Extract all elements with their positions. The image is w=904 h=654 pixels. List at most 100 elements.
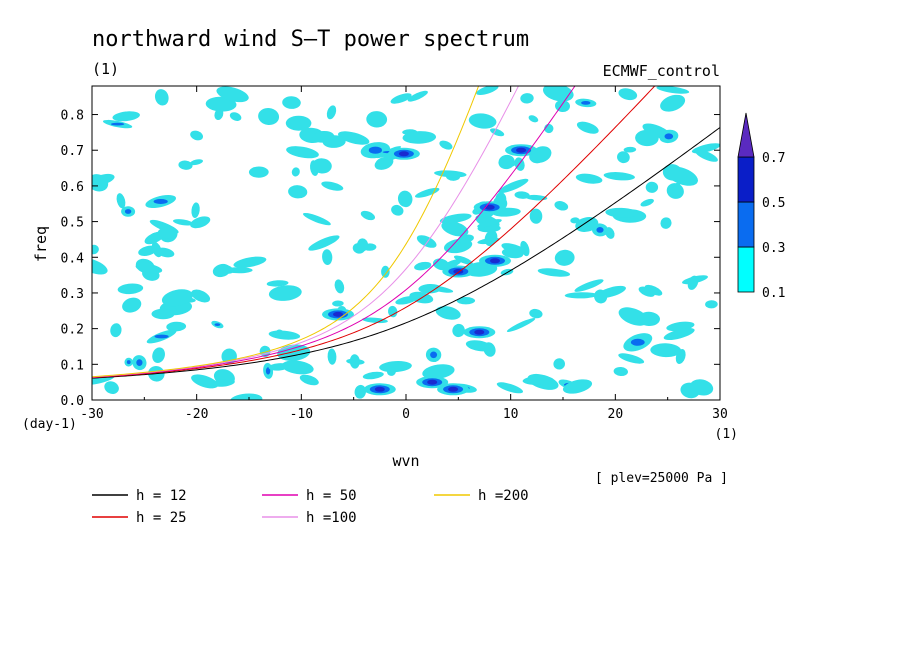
contour-patch xyxy=(117,283,144,295)
contour-patch xyxy=(327,348,337,365)
contour-patch xyxy=(326,105,337,120)
contour-patch xyxy=(477,237,500,245)
contour-patch xyxy=(434,170,467,178)
y-axis-label: freq xyxy=(32,226,50,262)
x-axis-label: wvn xyxy=(392,452,419,470)
legend-label: h = 12 xyxy=(136,488,187,504)
contour-patch xyxy=(575,217,599,232)
contour-patch xyxy=(490,258,500,264)
contour-patch xyxy=(166,321,187,332)
contour-patch xyxy=(322,249,333,265)
contour-patch xyxy=(281,360,314,375)
contour-patch xyxy=(672,182,682,198)
contour-patch xyxy=(374,386,385,392)
contour-patch xyxy=(635,129,659,147)
contour-patch xyxy=(190,216,211,229)
contour-patch xyxy=(603,172,635,181)
legend: h = 12 h = 25 h = 50 h =100 h =200 xyxy=(92,488,529,526)
x-tick-label: -10 xyxy=(290,407,313,422)
contour-patch xyxy=(110,122,125,126)
contour-patch xyxy=(229,112,242,121)
contour-patch xyxy=(402,131,437,144)
contour-patch xyxy=(439,213,472,224)
x-unit-label: (1) xyxy=(715,427,738,442)
colorbar-segment xyxy=(737,201,755,248)
contour-patch xyxy=(490,128,505,137)
contour-patch xyxy=(554,201,569,211)
contour-patch xyxy=(337,131,370,145)
contour-patch xyxy=(391,204,404,216)
contour-patch xyxy=(156,247,175,258)
contour-patch xyxy=(191,289,211,303)
contour-patch xyxy=(477,219,502,228)
contour-patch xyxy=(386,367,396,376)
contour-patch xyxy=(655,347,676,356)
y-tick-label: 0.0 xyxy=(61,394,84,409)
contour-patch xyxy=(705,300,718,309)
contour-patch xyxy=(514,191,530,199)
chart-title: northward wind S–T power spectrum xyxy=(92,27,529,52)
contour-patch xyxy=(366,111,388,128)
colorbar-segment xyxy=(737,246,755,293)
contour-patch xyxy=(214,323,221,326)
dispersion-curve xyxy=(92,86,576,378)
colorbar-arrow xyxy=(737,112,755,158)
contour-patch xyxy=(357,238,369,252)
contour-patch xyxy=(430,351,438,359)
contour-patch xyxy=(285,115,312,131)
y-tick-label: 0.7 xyxy=(61,144,84,159)
contour-patch xyxy=(122,297,142,313)
contour-patch xyxy=(153,199,168,204)
contour-patch xyxy=(268,285,302,301)
contour-patch xyxy=(349,354,360,369)
dispersion-curve xyxy=(92,127,720,379)
contour-patch xyxy=(387,305,398,318)
contour-patch xyxy=(268,330,301,340)
contour-patch xyxy=(522,376,554,385)
contour-patch xyxy=(542,86,574,102)
x-tick-label: 20 xyxy=(608,407,624,422)
contour-patch xyxy=(288,185,308,199)
contour-patch xyxy=(205,96,237,112)
contour-patch xyxy=(312,130,335,143)
contour-patch xyxy=(454,255,473,265)
y-unit-label: (day-1) xyxy=(22,417,77,432)
y-axis: 0.0 0.1 0.2 0.3 0.4 0.5 0.6 0.7 0.8 xyxy=(61,109,720,409)
contour-patch xyxy=(312,158,332,174)
contour-patch xyxy=(173,219,193,226)
chart-subtitle-right: ECMWF_control xyxy=(603,62,720,80)
contour-patch xyxy=(618,88,638,101)
contour-patch xyxy=(555,99,570,113)
contour-field xyxy=(92,86,720,400)
contour-patch xyxy=(581,101,591,105)
contour-patch xyxy=(104,381,119,394)
contour-patch xyxy=(456,296,476,305)
dispersion-curve xyxy=(92,86,480,378)
contour-patch xyxy=(640,198,654,207)
contour-patch xyxy=(390,93,412,104)
contour-patch xyxy=(468,113,497,129)
contour-patch xyxy=(476,86,499,96)
contour-patch xyxy=(116,193,126,209)
contour-patch xyxy=(501,248,524,259)
contour-patch xyxy=(92,244,99,255)
colorbar-label: 0.5 xyxy=(762,196,785,211)
contour-patch xyxy=(439,140,453,150)
legend-label: h = 50 xyxy=(306,488,357,504)
contour-patch xyxy=(630,338,645,346)
contour-patch xyxy=(212,263,231,278)
pressure-level-note: [ plev=25000 Pa ] xyxy=(595,471,728,486)
contour-patch xyxy=(660,217,672,229)
contour-patch xyxy=(258,107,280,126)
contour-patch xyxy=(575,173,603,184)
contour-patch xyxy=(291,167,300,177)
contour-patch xyxy=(618,353,645,364)
contour-patch xyxy=(605,207,639,218)
contour-patch xyxy=(126,360,131,365)
contour-patch xyxy=(189,159,203,166)
contour-patch xyxy=(397,190,413,208)
y-tick-label: 0.4 xyxy=(61,251,85,266)
contour-patch xyxy=(321,181,344,191)
contour-patch xyxy=(660,94,686,112)
